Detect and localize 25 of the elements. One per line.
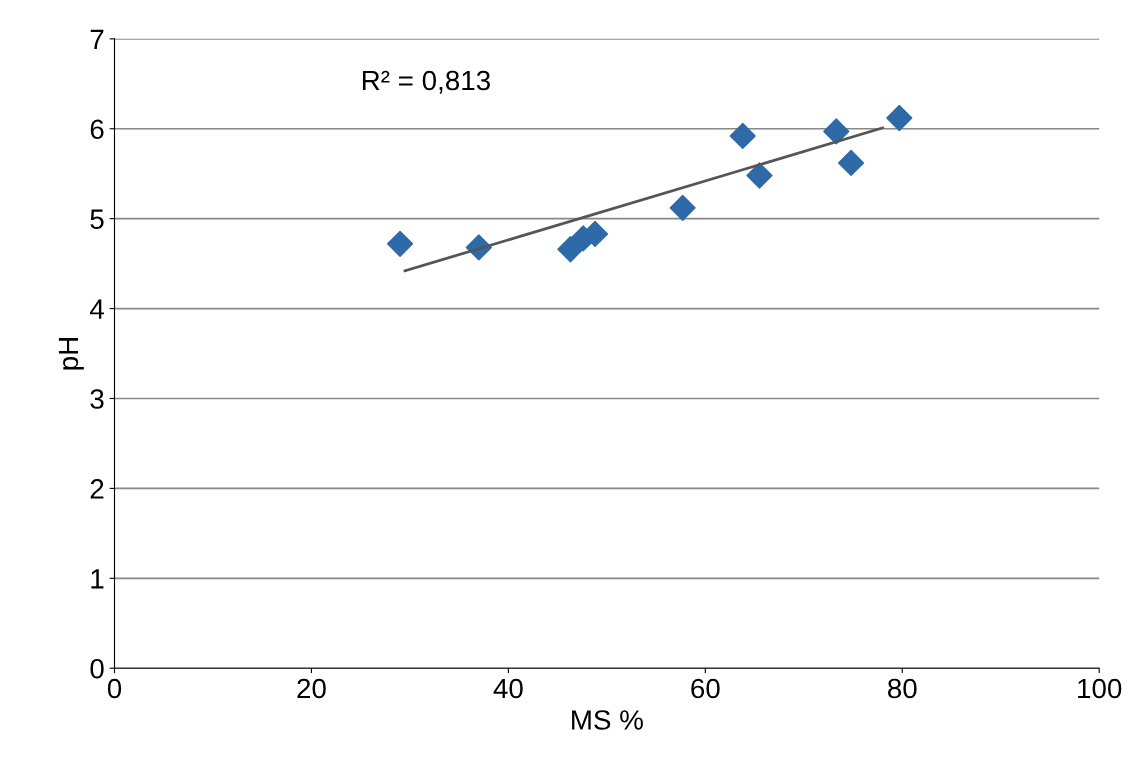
y-tick-label: 0 [90,658,104,679]
point [557,236,584,263]
point [886,104,913,132]
y-tick-label: 1 [91,569,104,589]
y-tick-label: 6 [90,119,104,140]
y-tick-label: 4 [89,299,104,319]
y-axis-title: pH [58,338,84,370]
y-tick-label: 2 [90,479,104,499]
y-tick-label: 5 [90,209,104,230]
x-tick-label: 60 [691,678,720,699]
y-tick-label: 3 [90,389,104,409]
point [823,118,850,145]
x-tick-label: 100 [1078,678,1122,699]
x-tick-label: 80 [888,678,917,699]
point [386,230,414,257]
annotation: R² = 0,813 [362,70,490,94]
point [669,194,696,221]
point [837,149,865,177]
point [729,122,756,150]
y-tick-label: 7 [90,29,104,49]
x-tick-label: 0 [107,678,122,699]
point [746,162,773,189]
x-axis-title: MS % [572,710,643,730]
x-tick-label: 20 [297,678,326,699]
x-tick-label: 40 [493,678,523,699]
